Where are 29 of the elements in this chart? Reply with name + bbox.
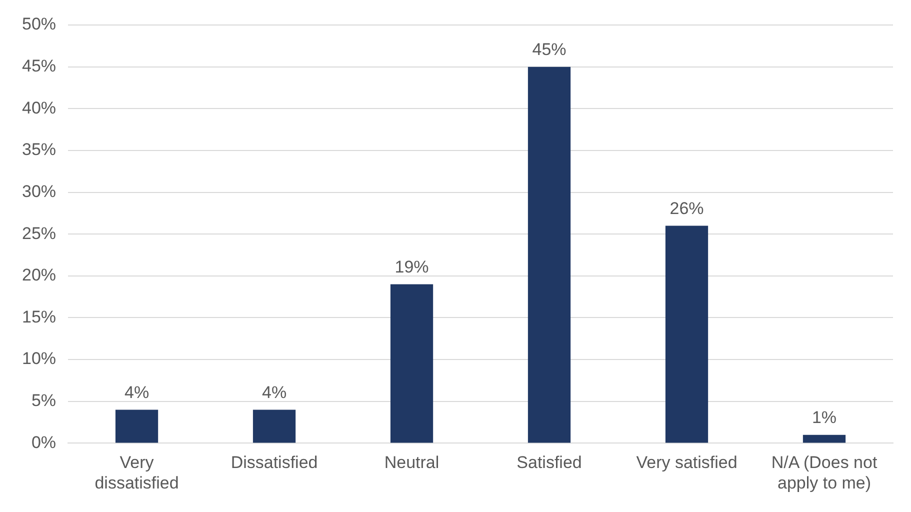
y-tick-label: 10% <box>22 349 56 368</box>
data-label: 4% <box>262 382 287 402</box>
bar <box>115 410 158 443</box>
y-tick-label: 15% <box>22 307 56 326</box>
y-tick-label: 30% <box>22 182 56 201</box>
bar <box>252 410 296 443</box>
bar <box>802 434 846 443</box>
x-tick-label: N/A (Does not apply to me) <box>771 453 878 492</box>
y-tick-label: 25% <box>22 224 56 243</box>
bar <box>665 226 708 443</box>
x-tick-label: Very dissatisfied <box>94 453 179 492</box>
y-tick-label: 35% <box>22 140 56 160</box>
y-tick-label: 5% <box>31 391 56 410</box>
y-tick-label: 20% <box>22 266 56 285</box>
y-tick-label: 50% <box>22 14 56 34</box>
data-label: 1% <box>812 408 837 428</box>
bar <box>390 284 434 443</box>
x-tick-label: Dissatisfied <box>230 453 318 472</box>
x-tick-label: Satisfied <box>516 453 582 472</box>
y-tick-label: 45% <box>22 56 56 76</box>
data-label: 45% <box>532 40 566 60</box>
y-tick-label: 40% <box>22 98 56 118</box>
data-label: 4% <box>124 382 150 402</box>
data-label: 19% <box>394 257 429 276</box>
data-label: 26% <box>670 198 704 218</box>
y-tick-label: 0% <box>31 432 56 452</box>
bar <box>528 66 571 443</box>
x-tick-label: Neutral <box>384 453 440 472</box>
x-tick-label: Very satisfied <box>636 453 738 472</box>
